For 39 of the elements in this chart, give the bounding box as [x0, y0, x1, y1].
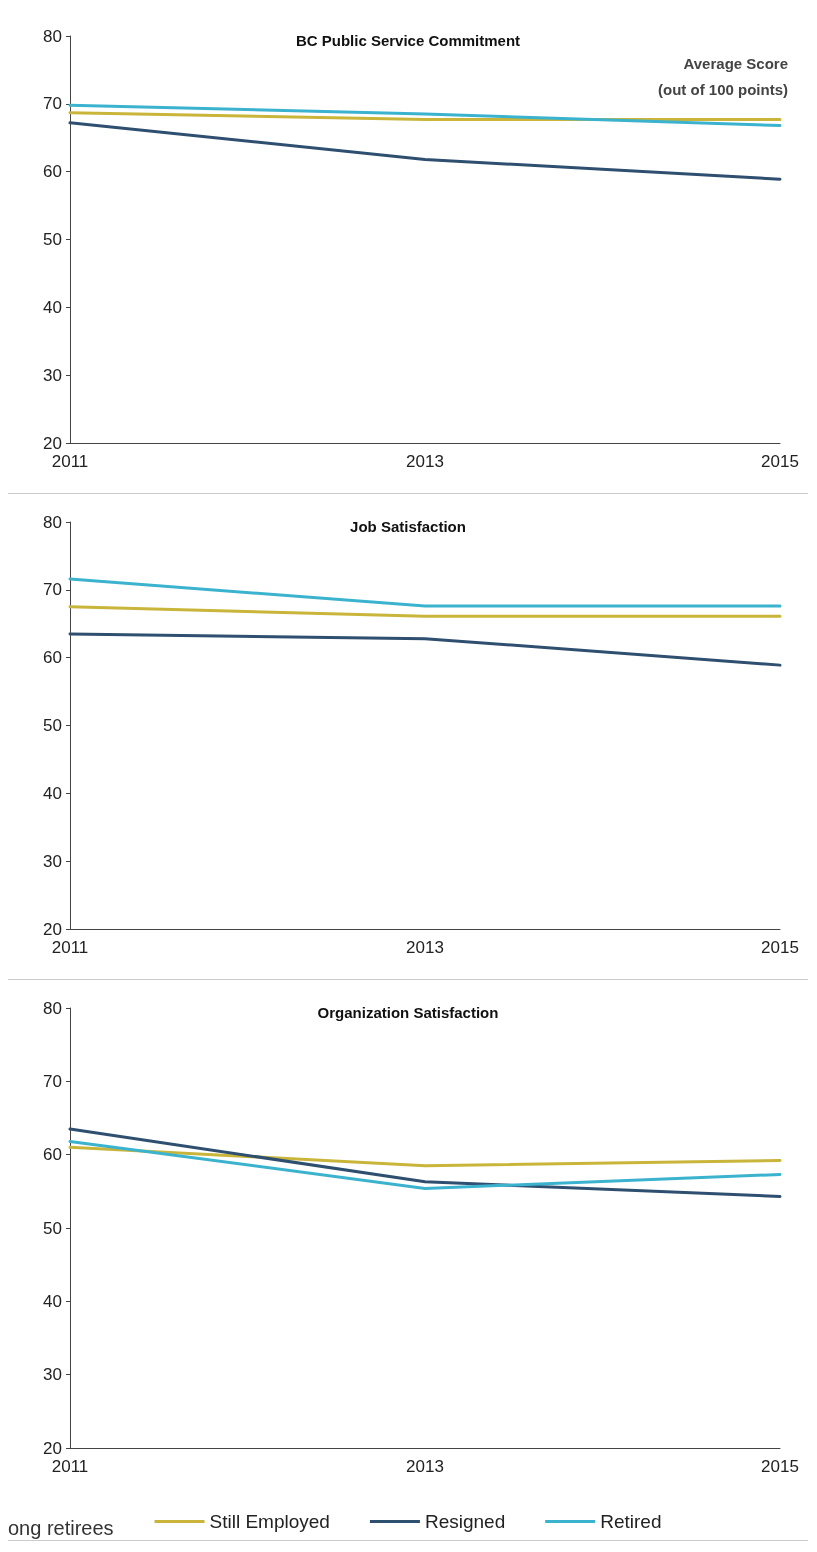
legend-label: Retired: [600, 1511, 662, 1532]
x-tick-label: 2015: [761, 452, 799, 471]
y-tick-label: 60: [43, 162, 62, 182]
chart-title: Job Satisfaction: [350, 518, 466, 535]
x-tick-label: 2013: [406, 1457, 444, 1476]
y-tick-label: 40: [43, 1291, 62, 1311]
y-tick-label: 80: [43, 998, 62, 1018]
annotation: (out of 100 points): [658, 81, 788, 98]
legend-label: Resigned: [424, 1511, 506, 1532]
chart-title: BC Public Service Commitment: [295, 32, 521, 49]
x-tick-label: 2011: [51, 452, 89, 471]
y-tick-label: 20: [43, 919, 62, 939]
y-tick-label: 50: [43, 1218, 62, 1238]
y-tick-label: 60: [43, 648, 62, 668]
y-tick-label: 30: [43, 365, 62, 385]
y-tick-label: 80: [43, 512, 62, 532]
chart-title: Organization Satisfaction: [317, 1004, 499, 1021]
y-tick-label: 70: [43, 1071, 62, 1091]
x-tick-label: 2015: [761, 1457, 799, 1476]
x-tick-label: 2015: [761, 938, 799, 957]
y-tick-label: 70: [43, 94, 62, 114]
y-tick-label: 50: [43, 230, 62, 249]
legend-label: Still Employed: [209, 1511, 330, 1532]
y-tick-label: 30: [43, 851, 62, 871]
y-tick-label: 60: [43, 1145, 62, 1165]
y-tick-label: 20: [43, 1438, 62, 1458]
y-tick-label: 20: [43, 433, 62, 453]
x-tick-label: 2013: [406, 938, 444, 957]
y-tick-label: 40: [43, 297, 62, 317]
y-tick-label: 70: [43, 580, 62, 600]
annotation: Average Score: [683, 55, 789, 72]
x-tick-label: 2013: [406, 452, 444, 471]
y-tick-label: 30: [43, 1365, 62, 1385]
x-tick-label: 2011: [51, 1457, 89, 1476]
y-tick-label: 80: [43, 26, 62, 46]
y-tick-label: 50: [43, 716, 62, 735]
y-tick-label: 40: [43, 783, 62, 803]
x-tick-label: 2011: [51, 938, 89, 957]
text: ong retirees: [8, 1517, 114, 1539]
